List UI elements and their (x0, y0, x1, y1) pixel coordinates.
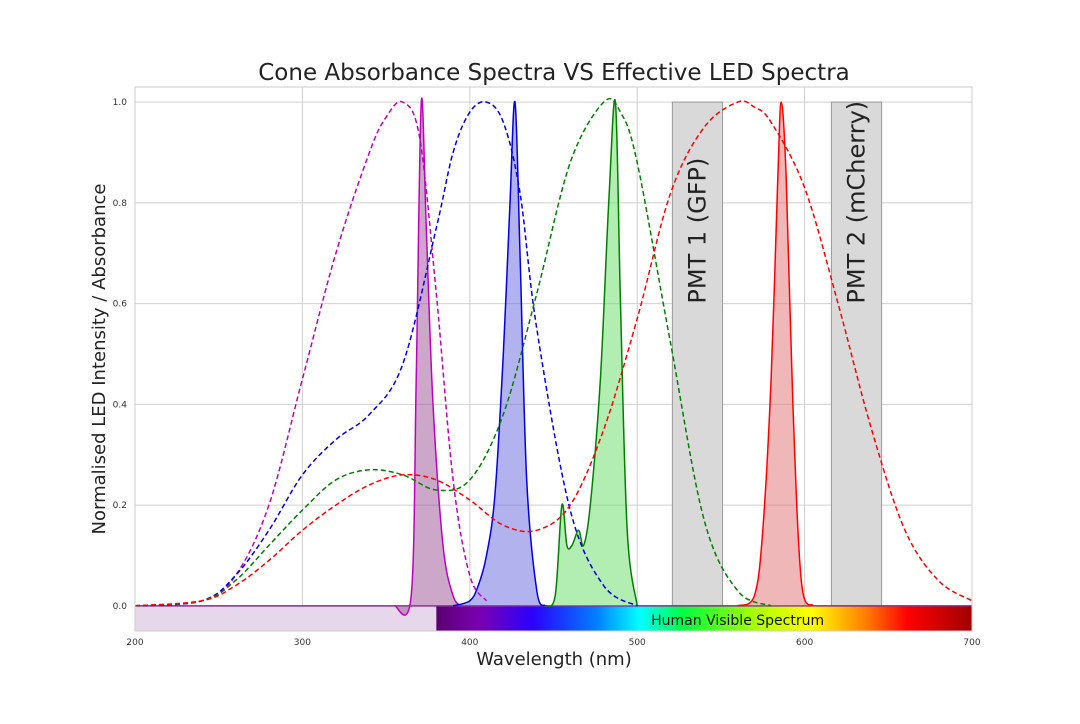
led-line-2 (452, 100, 546, 607)
uv-region (135, 605, 437, 631)
cone-curve-4 (135, 100, 972, 607)
led-spectra (135, 97, 972, 616)
x-axis-label: Wavelength (nm) (476, 649, 632, 670)
chart-title: Cone Absorbance Spectra VS Effective LED… (258, 60, 850, 86)
pmt-band-label: PMT 1 (GFP) (683, 158, 711, 304)
pmt-band-2 (830, 101, 883, 607)
y-tick-label: 1.0 (113, 98, 128, 108)
led-line-3 (544, 98, 638, 608)
x-tick-label: 600 (796, 638, 813, 648)
cone-curve-2 (135, 100, 638, 607)
y-tick-label: 0.4 (113, 400, 128, 410)
visible-spectrum-bar: Human Visible Spectrum (135, 605, 972, 631)
y-tick-label: 0.8 (113, 199, 128, 209)
y-axis-label: Normalised LED Intensity / Absorbance (89, 184, 110, 535)
led-fill-2 (453, 101, 546, 606)
pmt-band-label: PMT 2 (mCherry) (842, 101, 870, 304)
axes: 200 300 400 500 600 700 0.0 0.2 0.4 0.6 0.8 1.0 (113, 86, 981, 648)
y-tick-label: 0.6 (113, 300, 128, 310)
x-tick-label: 500 (629, 638, 646, 648)
plot-frame (134, 86, 973, 632)
led-fill-4 (737, 102, 813, 606)
x-tick-label: 300 (294, 638, 311, 648)
led-line-4 (737, 101, 814, 607)
x-tick-label: 400 (461, 638, 478, 648)
led-fill-3 (545, 99, 638, 607)
y-tick-label: 0.2 (113, 501, 127, 511)
led-line-1 (393, 97, 462, 616)
x-tick-label: 200 (126, 638, 143, 648)
visible-spectrum-label: Human Visible Spectrum (651, 613, 824, 629)
cone-curve-3 (135, 97, 772, 607)
cone-absorbance-curves (135, 97, 972, 607)
pmt-bands: PMT 1 (GFP) PMT 2 (mCherry) (671, 101, 883, 607)
led-fill-1 (394, 98, 462, 616)
pmt-band-1 (671, 101, 724, 607)
y-tick-label: 0.0 (113, 602, 128, 612)
visible-spectrum-gradient (436, 605, 972, 631)
cone-curve-1 (135, 100, 488, 607)
x-tick-label: 700 (963, 638, 980, 648)
